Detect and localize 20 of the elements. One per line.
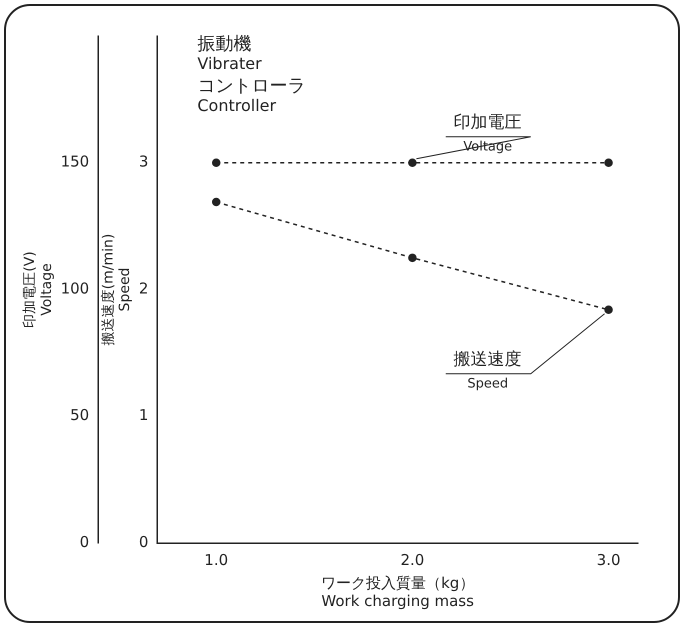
y2-axis-title: 搬送速度(m/min) Speed xyxy=(100,234,134,346)
text: 搬送速度 Speed xyxy=(454,350,522,392)
y2-tick-label: 0 xyxy=(138,532,148,551)
x-tick-label: 1.0 xyxy=(204,550,228,569)
y2-tick-label: 3 xyxy=(138,152,148,171)
text: 振動機 Vibrater コントローラ Controller xyxy=(197,34,306,116)
x-axis-title: ワーク投入質量（kg） Work charging mass xyxy=(321,574,474,610)
y-tick-label: 150 xyxy=(60,152,90,171)
y-tick-label: 50 xyxy=(70,406,90,424)
y2-tick-label: 1 xyxy=(138,406,148,424)
x-tick-label: 2.0 xyxy=(400,550,424,569)
y2-tick-label: 2 xyxy=(138,279,148,298)
y-tick-label: 0 xyxy=(80,532,90,551)
y-axis-title: 印加電圧(V) Voltage xyxy=(22,251,55,328)
point xyxy=(408,254,417,262)
x-tick-label: 3.0 xyxy=(596,550,621,569)
series-label: 印加電圧 Voltage xyxy=(454,112,522,155)
point xyxy=(604,306,613,314)
y-tick-label: 100 xyxy=(60,279,90,298)
point xyxy=(212,198,220,206)
